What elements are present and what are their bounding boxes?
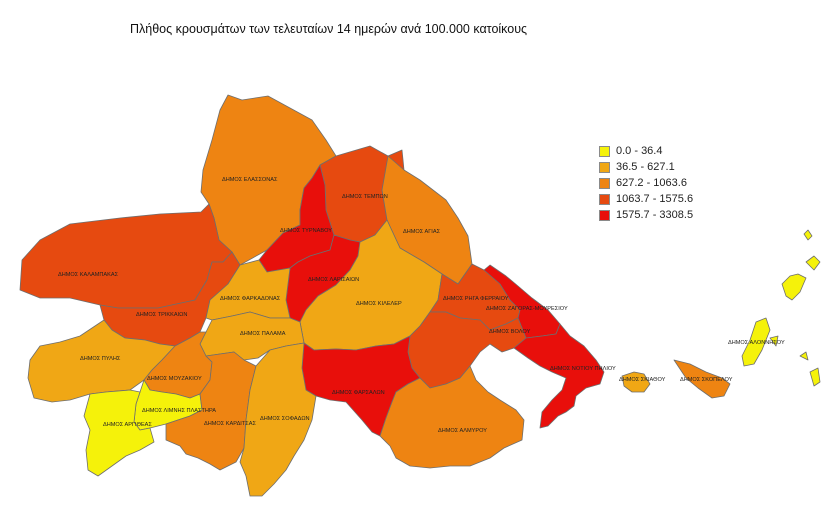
label-volou: ΔΗΜΟΣ ΒΟΛΟΥ	[489, 329, 531, 335]
legend-item: 627.2 - 1063.6	[599, 175, 693, 191]
label-mouzakiou: ΔΗΜΟΣ ΜΟΥΖΑΚΙΟΥ	[147, 376, 202, 382]
legend-label: 0.0 - 36.4	[616, 145, 663, 157]
label-agias: ΔΗΜΟΣ ΑΓΙΑΣ	[403, 229, 441, 235]
region-argitheas[interactable]	[83, 389, 155, 477]
legend-item: 36.5 - 627.1	[599, 159, 693, 175]
label-notio: ΔΗΜΟΣ ΝΟΤΙΟΥ ΠΗΛΙΟΥ	[550, 366, 616, 372]
label-farkadonas: ΔΗΜΟΣ ΦΑΡΚΑΔΟΝΑΣ	[220, 296, 281, 302]
label-pylis: ΔΗΜΟΣ ΠΥΛΗΣ	[80, 356, 121, 362]
legend-item: 1575.7 - 3308.5	[599, 207, 693, 223]
label-zagora: ΔΗΜΟΣ ΖΑΓΟΡΑΣ-ΜΟΥΡΕΣΙΟΥ	[486, 306, 568, 312]
region-notio[interactable]	[513, 323, 605, 429]
region-alonnisou[interactable]	[741, 229, 821, 387]
legend-swatch	[599, 161, 610, 173]
legend-swatch	[599, 145, 610, 157]
label-larissaion: ΔΗΜΟΣ ΛΑΡΙΣΑΙΩΝ	[308, 277, 359, 283]
label-argitheas: ΔΗΜΟΣ ΑΡΓΙΘΕΑΣ	[103, 422, 152, 428]
region-almyrou[interactable]	[379, 365, 525, 469]
label-kalampakas: ΔΗΜΟΣ ΚΑΛΑΜΠΑΚΑΣ	[58, 272, 119, 278]
legend-item: 1063.7 - 1575.6	[599, 191, 693, 207]
legend-label: 36.5 - 627.1	[616, 161, 675, 173]
label-farsalon: ΔΗΜΟΣ ΦΑΡΣΑΛΩΝ	[332, 390, 385, 396]
legend-item: 0.0 - 36.4	[599, 143, 693, 159]
label-skopelou: ΔΗΜΟΣ ΣΚΟΠΕΛΟΥ	[680, 377, 733, 383]
legend-label: 1063.7 - 1575.6	[616, 193, 694, 205]
map-legend: 0.0 - 36.4 36.5 - 627.1 627.2 - 1063.6 1…	[599, 143, 693, 223]
legend-label: 627.2 - 1063.6	[616, 177, 687, 189]
legend-swatch	[599, 209, 610, 221]
label-limnis: ΔΗΜΟΣ ΛΙΜΝΗΣ ΠΛΑΣΤΗΡΑ	[142, 408, 216, 414]
label-tyrnavou: ΔΗΜΟΣ ΤΥΡΝΑΒΟΥ	[280, 228, 332, 234]
legend-swatch	[599, 193, 610, 205]
label-kileler: ΔΗΜΟΣ ΚΙΛΕΛΕΡ	[356, 301, 402, 307]
label-elassonas: ΔΗΜΟΣ ΕΛΑΣΣΟΝΑΣ	[222, 177, 278, 183]
label-trikkaion: ΔΗΜΟΣ ΤΡΙΚΚΑΙΩΝ	[136, 312, 187, 318]
region-skiathou[interactable]	[621, 371, 651, 393]
map-title: Πλήθος κρουσμάτων των τελευταίων 14 ημερ…	[130, 22, 528, 36]
region-skopelou[interactable]	[673, 359, 731, 399]
region-sofadon[interactable]	[239, 342, 317, 497]
label-almyrou: ΔΗΜΟΣ ΑΛΜΥΡΟΥ	[438, 428, 487, 434]
label-tempon: ΔΗΜΟΣ ΤΕΜΠΩΝ	[342, 194, 388, 200]
region-karditsas[interactable]	[165, 351, 257, 471]
legend-swatch	[599, 177, 610, 189]
label-karditsas: ΔΗΜΟΣ ΚΑΡΔΙΤΣΑΣ	[204, 421, 256, 427]
label-sofadon: ΔΗΜΟΣ ΣΟΦΑΔΩΝ	[260, 416, 310, 422]
legend-label: 1575.7 - 3308.5	[616, 209, 694, 221]
label-skiathou: ΔΗΜΟΣ ΣΚΙΑΘΟΥ	[619, 377, 666, 383]
label-rigas: ΔΗΜΟΣ ΡΗΓΑ ΦΕΡΡΑΙΟΥ	[443, 296, 509, 302]
label-palama: ΔΗΜΟΣ ΠΑΛΑΜΑ	[240, 331, 286, 337]
label-alonnisou: ΔΗΜΟΣ ΑΛΟΝΝΗΣΟΥ	[728, 340, 785, 346]
